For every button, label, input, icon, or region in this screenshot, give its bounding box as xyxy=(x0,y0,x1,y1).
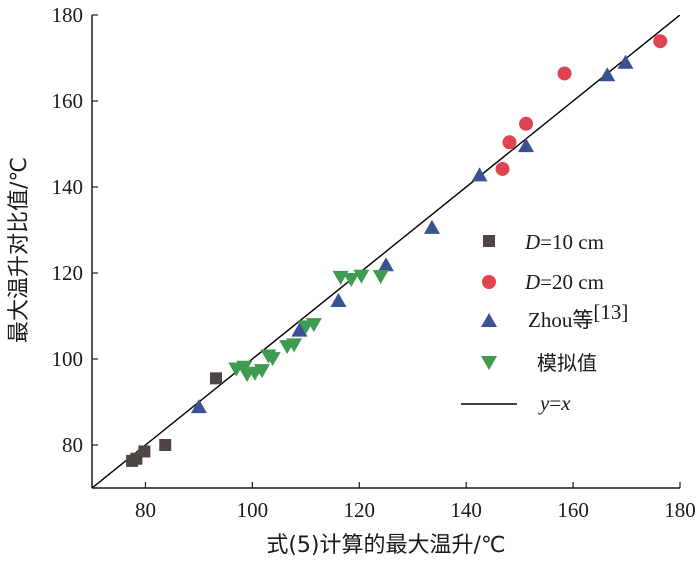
legend-triangle-up-icon xyxy=(481,313,497,327)
x-tick-label: 80 xyxy=(135,498,156,522)
legend-label-d20: =20 cm xyxy=(540,270,604,294)
point-series3-4 xyxy=(253,364,270,379)
y-tick-label: 180 xyxy=(52,3,84,27)
x-axis-label: 式(5)计算的最大温升/℃ xyxy=(266,533,505,558)
point-series3-13 xyxy=(353,269,370,284)
point-series2-6 xyxy=(518,138,535,153)
svg-text:D=20 cm: D=20 cm xyxy=(524,270,604,294)
point-series0-2 xyxy=(138,445,151,458)
point-series3-6 xyxy=(264,352,281,367)
point-series2-1 xyxy=(291,322,308,337)
legend-label-ref-x: x xyxy=(560,391,571,415)
legend-circle-icon xyxy=(482,275,496,289)
legend-label-zhou-ref: [13] xyxy=(593,300,628,324)
legend-label-d20-var: D xyxy=(524,270,540,294)
point-series3-14 xyxy=(372,270,389,285)
legend-label-simulated: 模拟值 xyxy=(537,351,597,375)
x-tick-label: 180 xyxy=(664,498,696,522)
svg-text:D=10 cm: D=10 cm xyxy=(524,230,604,254)
legend-label-d10-var: D xyxy=(524,230,540,254)
y-tick-label: 100 xyxy=(52,347,84,371)
x-ticks: 80 100 120 140 160 180 xyxy=(135,482,696,522)
legend-square-icon xyxy=(483,235,495,247)
point-series3-10 xyxy=(305,318,322,333)
y-tick-label: 140 xyxy=(52,175,84,199)
point-series3-8 xyxy=(286,338,303,353)
x-tick-label: 140 xyxy=(450,498,482,522)
point-series0-4 xyxy=(210,372,223,385)
x-tick-label: 120 xyxy=(344,498,376,522)
legend-item-zhou: Zhou等[13] xyxy=(481,300,628,332)
legend-item-d10: D=10 cm xyxy=(483,230,604,254)
point-series1-2 xyxy=(519,116,534,131)
point-series1-1 xyxy=(502,135,517,150)
legend-item-simulated: 模拟值 xyxy=(481,351,597,375)
legend-item-reference: y=x xyxy=(461,391,571,415)
x-tick-label: 100 xyxy=(237,498,269,522)
point-series2-7 xyxy=(599,67,616,82)
x-tick-label: 160 xyxy=(557,498,589,522)
legend-label-d10: =10 cm xyxy=(540,230,604,254)
y-axis-label: 最大温升对比值/℃ xyxy=(7,157,32,343)
legend-item-d20: D=20 cm xyxy=(482,270,604,294)
y-tick-label: 120 xyxy=(52,261,84,285)
point-series1-0 xyxy=(495,161,510,176)
point-series2-8 xyxy=(617,54,634,69)
point-series0-3 xyxy=(159,439,172,451)
legend-triangle-down-icon xyxy=(481,356,497,370)
y-tick-label: 160 xyxy=(52,89,84,113)
legend-label-ref-y: y xyxy=(538,391,550,415)
point-series2-0 xyxy=(190,399,207,414)
svg-text:Zhou等[13]: Zhou等[13] xyxy=(528,300,628,332)
svg-text:y=x: y=x xyxy=(538,391,571,415)
point-series2-2 xyxy=(330,292,347,307)
point-series3-1 xyxy=(236,360,253,375)
reference-line-y-equals-x xyxy=(92,15,680,488)
legend-label-zhou: Zhou等 xyxy=(528,308,593,332)
point-series2-5 xyxy=(471,167,488,182)
y-tick-label: 80 xyxy=(62,433,83,457)
legend: D=10 cm D=20 cm Zhou等[13] 模拟值 y=x xyxy=(461,230,628,415)
data-points xyxy=(126,34,668,467)
point-series1-4 xyxy=(653,34,668,49)
y-ticks: 80 100 120 140 160 180 xyxy=(52,3,98,457)
point-series2-4 xyxy=(423,219,440,234)
point-series1-3 xyxy=(557,66,572,81)
point-series3-12 xyxy=(343,273,360,288)
point-series2-3 xyxy=(378,257,394,272)
legend-label-ref-eq: = xyxy=(549,391,561,415)
